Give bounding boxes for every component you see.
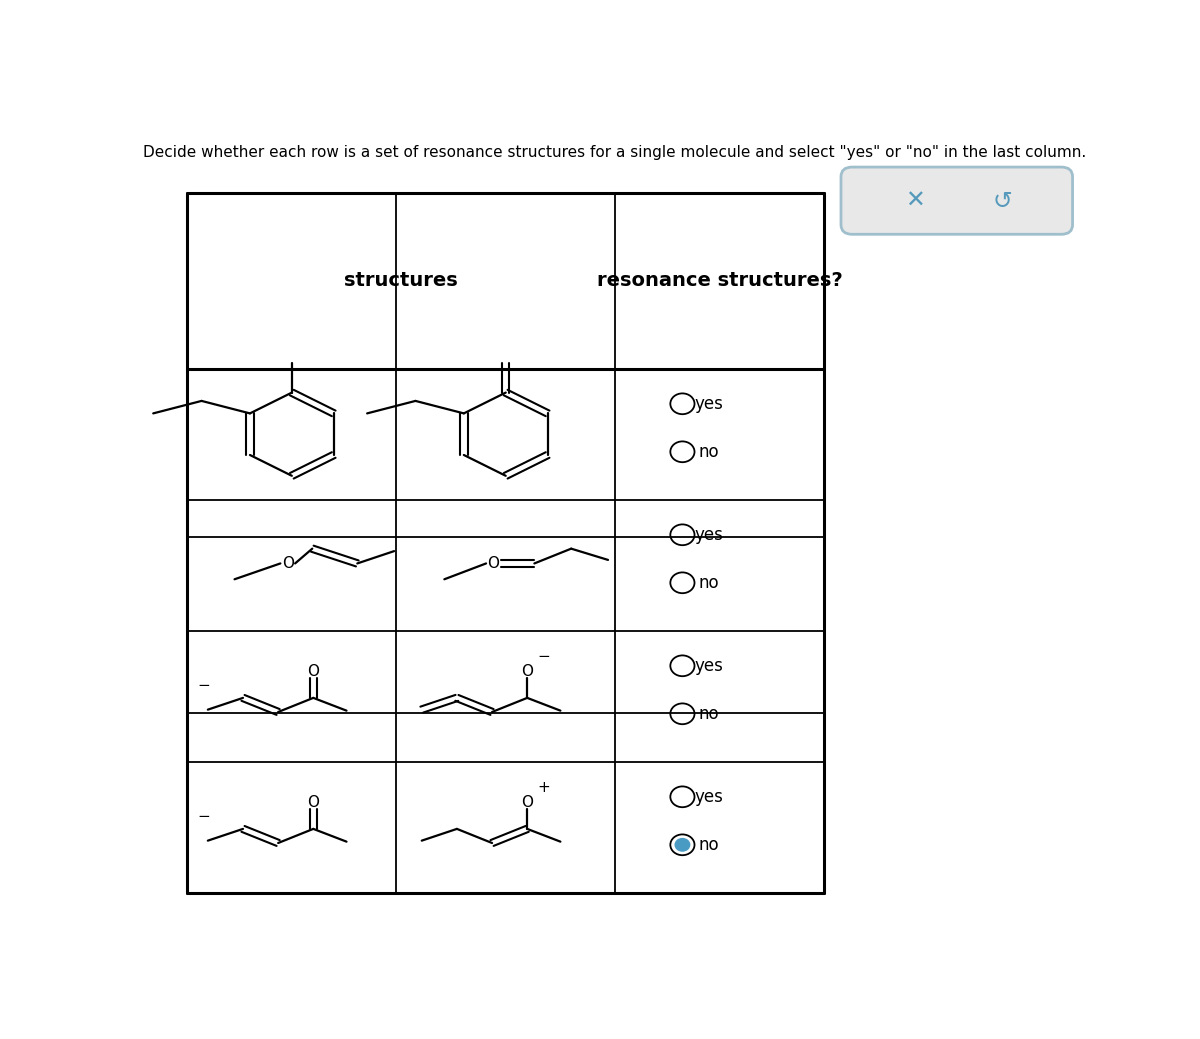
Text: ✕: ✕ bbox=[905, 189, 925, 213]
Text: O: O bbox=[282, 556, 294, 571]
Text: O: O bbox=[307, 664, 319, 680]
Text: yes: yes bbox=[694, 395, 722, 412]
Text: yes: yes bbox=[694, 657, 722, 674]
Circle shape bbox=[676, 838, 690, 851]
Text: −: − bbox=[538, 649, 550, 664]
FancyBboxPatch shape bbox=[841, 167, 1073, 234]
Text: no: no bbox=[698, 704, 719, 723]
Text: O: O bbox=[521, 664, 533, 680]
Text: yes: yes bbox=[694, 526, 722, 543]
Text: structures: structures bbox=[344, 271, 458, 290]
Text: yes: yes bbox=[694, 788, 722, 806]
Text: O: O bbox=[307, 795, 319, 810]
Text: resonance structures?: resonance structures? bbox=[596, 271, 842, 290]
Text: −: − bbox=[198, 809, 210, 824]
Text: O: O bbox=[521, 795, 533, 810]
Text: no: no bbox=[698, 835, 719, 854]
Text: ↺: ↺ bbox=[992, 189, 1013, 213]
Text: Decide whether each row is a set of resonance structures for a single molecule a: Decide whether each row is a set of reso… bbox=[143, 145, 1087, 160]
Text: +: + bbox=[538, 780, 550, 795]
Text: O: O bbox=[487, 556, 499, 571]
Text: no: no bbox=[698, 574, 719, 592]
Text: no: no bbox=[698, 443, 719, 460]
Text: −: − bbox=[198, 678, 210, 693]
